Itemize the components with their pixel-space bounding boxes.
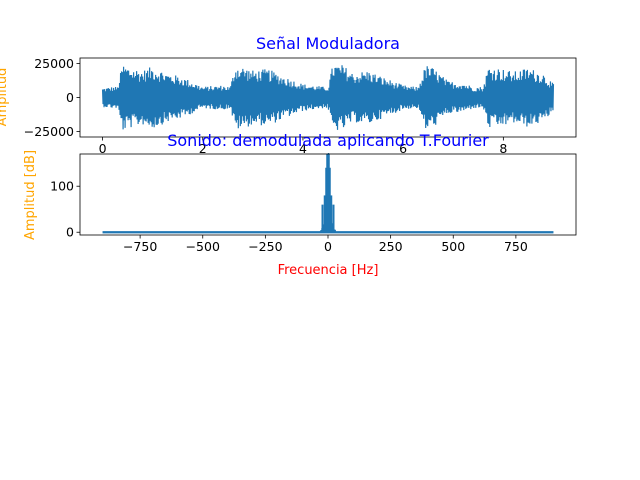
x-tick-label: 0 xyxy=(99,141,107,156)
x-tick-label: −500 xyxy=(186,239,220,254)
x-tick-label: 750 xyxy=(504,239,528,254)
chart-modulating-signal: Señal Moduladora 0 2 4 6 8 25000 0 −25000 Ampli… xyxy=(0,34,577,156)
x-tick-label: 500 xyxy=(441,239,465,254)
y-axis-label: Amplitud [dB] xyxy=(23,150,38,240)
y-tick-label: 25000 xyxy=(34,56,74,71)
tick-labels: −750 −500 −250 0 250 500 750 0 100 xyxy=(50,179,528,254)
y-tick-label: −25000 xyxy=(24,124,74,139)
x-tick-label: 8 xyxy=(499,141,507,156)
x-tick-label: 0 xyxy=(324,239,332,254)
spectrum-central-cluster xyxy=(319,152,337,233)
x-tick-label: 4 xyxy=(299,141,307,156)
axes-frame xyxy=(79,57,577,138)
x-tick-label: 250 xyxy=(379,239,403,254)
x-tick-label: −750 xyxy=(123,239,157,254)
y-tick-label: 0 xyxy=(66,225,74,240)
tick-labels: 0 2 4 6 8 25000 0 −25000 xyxy=(24,56,508,156)
x-tick-label: 6 xyxy=(399,141,407,156)
y-tick-label: 0 xyxy=(66,90,74,105)
signal-waveform xyxy=(101,65,555,130)
chart-title: Señal Moduladora xyxy=(256,34,400,53)
y-axis-label: Amplitud xyxy=(0,68,10,127)
axes-frame xyxy=(79,153,577,236)
x-axis-label: Frecuencia [Hz] xyxy=(278,263,379,278)
plot-area xyxy=(101,65,555,130)
y-tick-label: 100 xyxy=(50,179,74,194)
plot-area xyxy=(102,152,554,234)
chart-spectrum: −750 −500 −250 0 250 500 750 0 100 Sonido: demod… xyxy=(23,131,577,278)
x-tick-label: 2 xyxy=(199,141,207,156)
chart-title: Sonido: demodulada aplicando T.Fourier xyxy=(167,131,489,150)
x-tick-label: −250 xyxy=(248,239,282,254)
